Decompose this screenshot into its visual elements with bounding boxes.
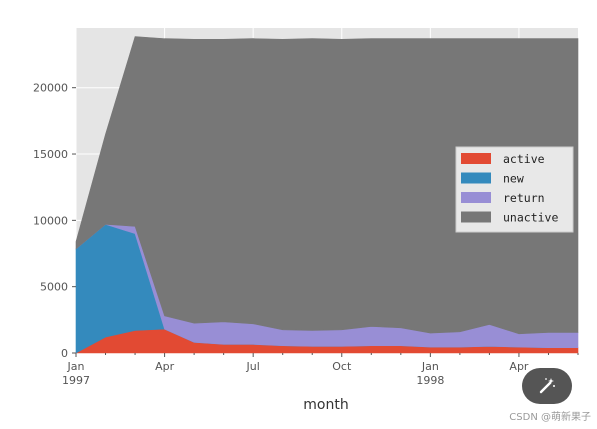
x-tick-label: Oct xyxy=(332,360,352,373)
x-tick-year-label: 1997 xyxy=(62,374,90,387)
legend-label-new: new xyxy=(503,172,524,186)
y-tick-label: 20000 xyxy=(33,82,68,95)
watermark: CSDN @萌新果子 xyxy=(509,412,591,423)
legend-label-unactive: unactive xyxy=(503,211,558,225)
x-tick-label: Jan xyxy=(67,360,85,373)
x-tick-label: Apr xyxy=(155,360,175,373)
legend: active new return unactive xyxy=(455,146,574,233)
y-tick-label: 5000 xyxy=(40,281,68,294)
legend-swatch-new xyxy=(461,172,491,184)
stacked-areas xyxy=(75,36,579,354)
y-tick-label: 15000 xyxy=(33,148,68,161)
x-tick-label: Jan xyxy=(421,360,439,373)
legend-label-return: return xyxy=(503,191,545,205)
x-axis-label: month xyxy=(303,397,348,413)
legend-swatch-active xyxy=(461,153,491,164)
legend-swatch-return xyxy=(461,192,491,203)
x-tick-label: Jul xyxy=(246,360,260,373)
y-axis-ticks: 0 5000 10000 15000 20000 xyxy=(33,82,76,360)
magic-wand-button[interactable] xyxy=(522,368,572,404)
area-unactive xyxy=(75,36,579,335)
y-tick-label: 0 xyxy=(61,347,68,360)
legend-label-active: active xyxy=(503,152,545,166)
x-tick-year-label: 1998 xyxy=(416,374,444,387)
x-tick-label: Apr xyxy=(509,360,529,373)
y-tick-label: 10000 xyxy=(33,214,68,227)
magic-wand-icon xyxy=(539,378,555,394)
legend-swatch-unactive xyxy=(461,211,491,223)
